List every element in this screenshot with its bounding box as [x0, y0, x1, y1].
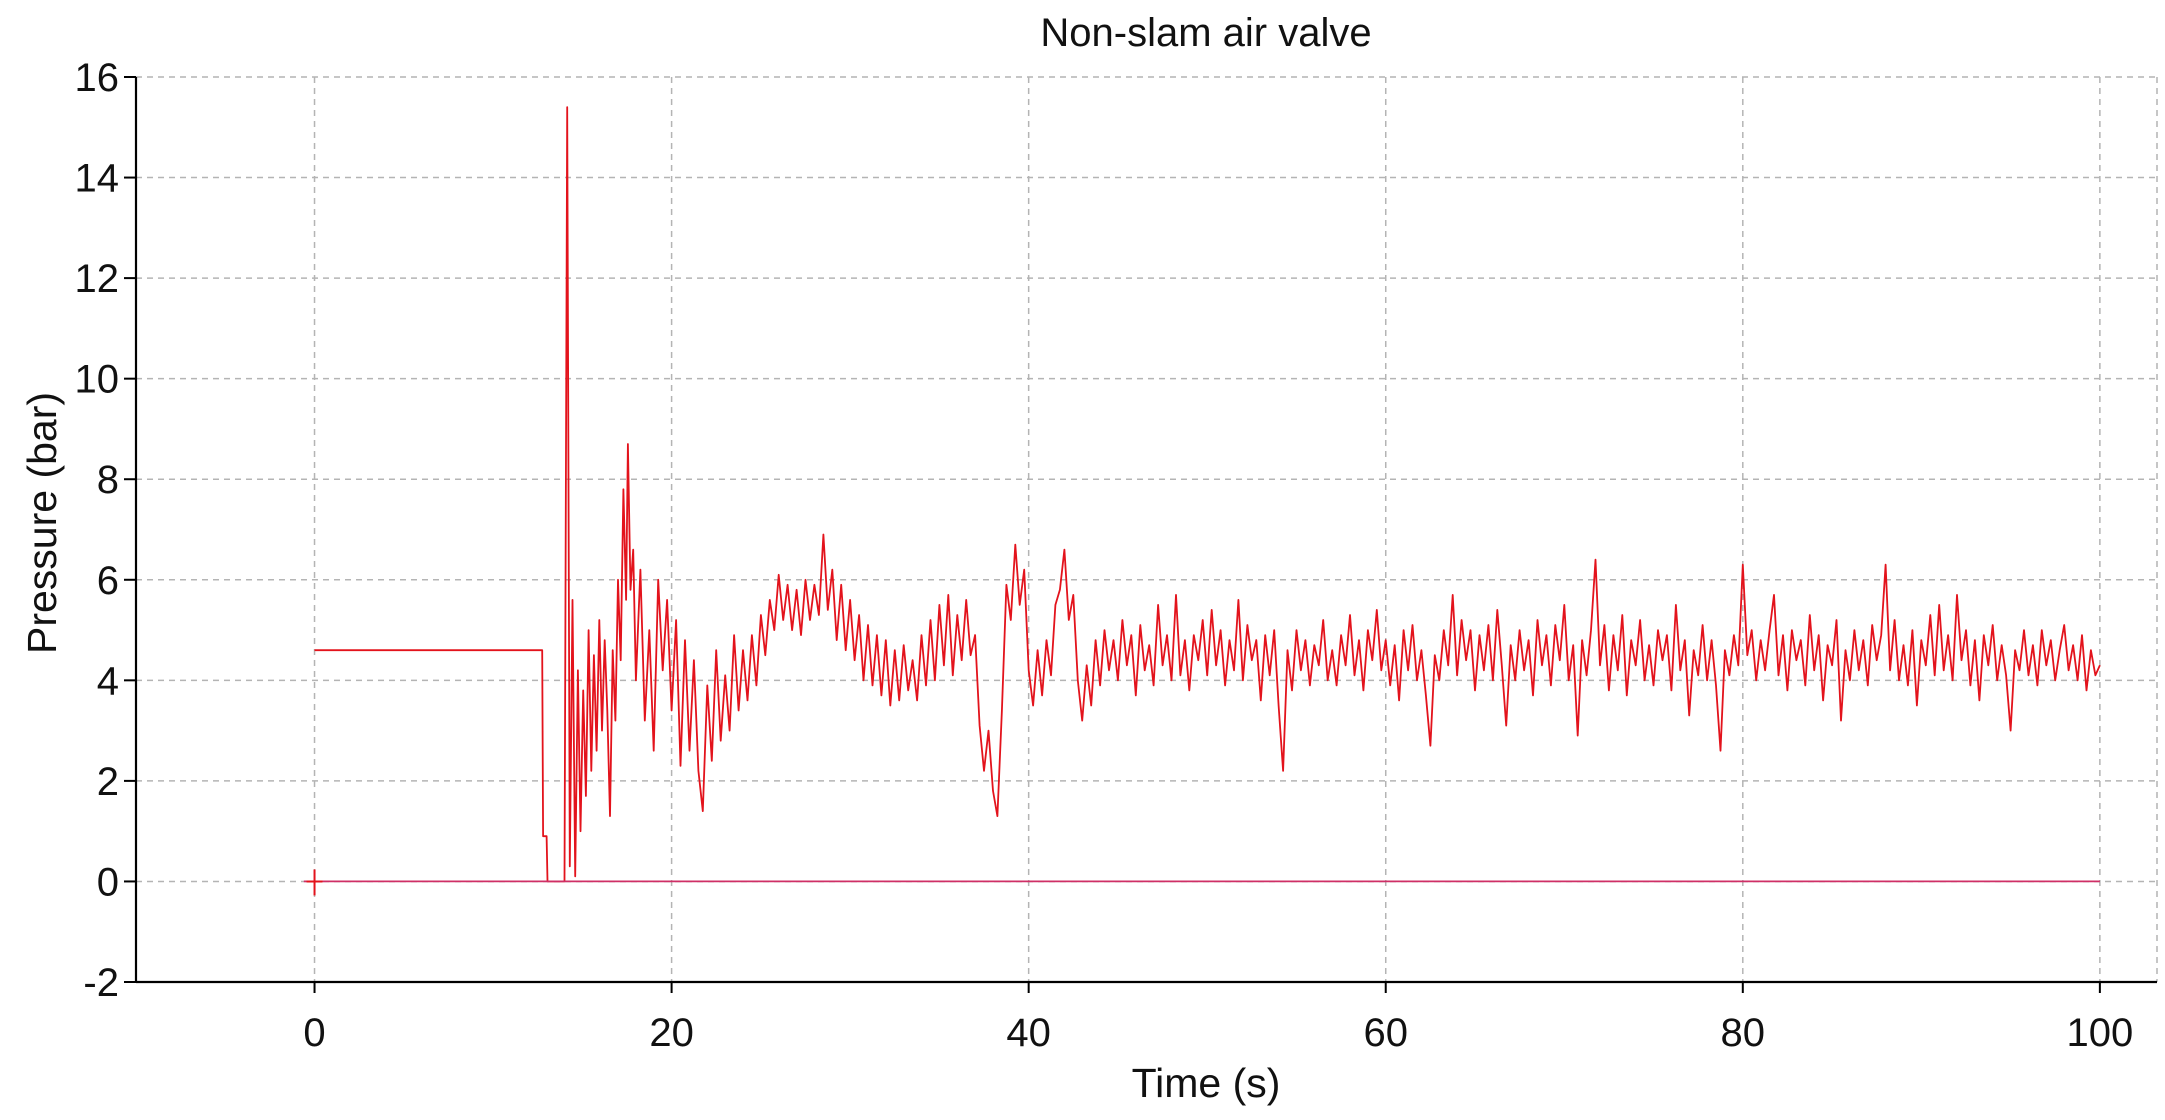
chart-title: Non-slam air valve	[1040, 11, 1371, 55]
x-tick-label: 0	[303, 1011, 325, 1055]
pressure-series-line	[314, 106, 2101, 883]
y-tick-label: 0	[97, 860, 119, 904]
x-tick-label: 40	[1006, 1011, 1051, 1055]
y-tick-label: 14	[75, 157, 120, 201]
y-tick-label: 2	[97, 760, 119, 804]
series-layer	[303, 106, 2101, 896]
x-tick-label: 20	[649, 1011, 694, 1055]
x-axis-ticks: 0 20 40 60 80 100	[303, 982, 2133, 1055]
y-tick-label: 8	[97, 458, 119, 502]
x-tick-label: 80	[1721, 1011, 1766, 1055]
x-tick-label: 100	[2066, 1011, 2133, 1055]
x-axis-label: Time (s)	[1132, 1060, 1281, 1106]
y-tick-label: 10	[75, 358, 120, 402]
x-tick-label: 60	[1363, 1011, 1408, 1055]
y-tick-label: 12	[75, 257, 120, 301]
y-tick-label: 16	[75, 56, 120, 100]
y-axis-ticks: -2 0 2 4 6 8 10 12 14 16	[75, 56, 136, 1005]
y-tick-label: -2	[83, 961, 119, 1005]
y-axis-label: Pressure (bar)	[19, 392, 65, 654]
origin-marker	[306, 869, 323, 896]
y-tick-label: 6	[97, 559, 119, 603]
gridlines	[136, 76, 2157, 982]
y-tick-label: 4	[97, 659, 119, 703]
